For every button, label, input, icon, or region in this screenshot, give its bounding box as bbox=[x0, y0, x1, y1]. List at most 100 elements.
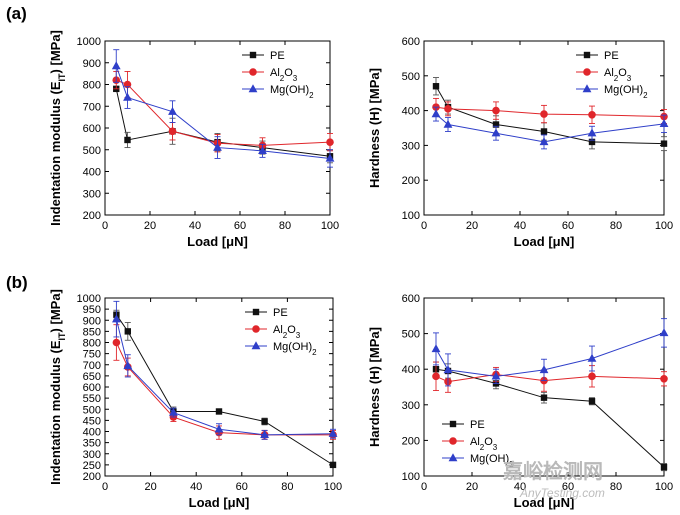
x-tick-label: 20 bbox=[144, 481, 156, 493]
legend-label: Mg(OH)2 bbox=[270, 84, 314, 100]
data-point bbox=[660, 375, 668, 383]
y-tick-label: 250 bbox=[83, 460, 101, 472]
y-tick-label: 700 bbox=[83, 360, 101, 372]
legend-item: Al2O3 bbox=[442, 436, 498, 452]
legend-marker bbox=[583, 51, 591, 59]
legend-marker bbox=[252, 308, 260, 316]
data-point bbox=[431, 344, 441, 353]
x-tick-label: 20 bbox=[466, 481, 478, 493]
chart-a-modulus: 0 20 40 60 80 100 200 300 400 500 600 700 800 900 1000… bbox=[48, 30, 339, 249]
y-tick-label: 500 bbox=[402, 71, 420, 83]
x-tick-label: 80 bbox=[279, 220, 291, 232]
y-tick-label: 400 bbox=[83, 167, 101, 179]
legend-label: PE bbox=[470, 419, 485, 431]
data-point bbox=[492, 106, 500, 115]
series-line bbox=[115, 342, 333, 436]
y-tick-label: 800 bbox=[83, 80, 101, 92]
series-MgOH2 bbox=[431, 318, 669, 387]
legend-label: Al2O3 bbox=[470, 436, 498, 452]
data-point bbox=[659, 328, 669, 337]
data-point bbox=[491, 128, 501, 137]
series-line bbox=[115, 88, 331, 157]
x-axis-label: Load [μN] bbox=[514, 495, 575, 510]
legend-item: PE bbox=[442, 419, 485, 431]
data-point bbox=[588, 398, 596, 405]
legend-marker bbox=[449, 437, 457, 445]
legend-label: PE bbox=[604, 50, 619, 62]
x-axis-label: Load [μN] bbox=[514, 234, 575, 249]
y-tick-label: 200 bbox=[402, 175, 420, 187]
y-tick-label: 100 bbox=[402, 471, 420, 483]
x-tick-label: 100 bbox=[321, 220, 339, 232]
y-tick-label: 400 bbox=[402, 106, 420, 118]
x-tick-label: 80 bbox=[610, 481, 622, 493]
y-tick-label: 900 bbox=[83, 58, 101, 70]
data-point bbox=[540, 128, 548, 135]
y-tick-label: 300 bbox=[83, 449, 101, 461]
legend-marker bbox=[249, 68, 257, 76]
y-axis-label: Hardness (H) [MPa] bbox=[367, 68, 382, 188]
data-point bbox=[444, 105, 452, 113]
data-point bbox=[443, 365, 453, 374]
legend-item: PE bbox=[245, 307, 288, 319]
y-tick-label: 500 bbox=[402, 329, 420, 341]
data-point bbox=[540, 110, 548, 118]
data-point bbox=[443, 119, 453, 128]
x-tick-label: 60 bbox=[236, 481, 248, 493]
data-point bbox=[124, 328, 131, 335]
legend-item: PE bbox=[242, 50, 285, 62]
y-tick-label: 600 bbox=[83, 123, 101, 135]
x-tick-label: 0 bbox=[421, 481, 427, 493]
legend-item: Al2O3 bbox=[576, 67, 632, 83]
data-point bbox=[123, 92, 132, 101]
x-tick-label: 100 bbox=[324, 481, 342, 493]
x-tick-label: 60 bbox=[234, 220, 246, 232]
legend-marker bbox=[248, 84, 258, 93]
x-tick-label: 20 bbox=[466, 220, 478, 232]
legend-marker bbox=[448, 453, 458, 462]
series-line bbox=[115, 319, 334, 436]
data-point bbox=[539, 137, 549, 146]
y-tick-label: 700 bbox=[83, 101, 101, 113]
y-tick-label: 350 bbox=[83, 438, 101, 450]
x-tick-label: 40 bbox=[190, 481, 202, 493]
x-tick-label: 100 bbox=[655, 481, 673, 493]
x-tick-label: 0 bbox=[421, 220, 427, 232]
legend-label: Mg(OH)2 bbox=[273, 341, 317, 357]
y-tick-label: 400 bbox=[83, 427, 101, 439]
series-MgOH2 bbox=[431, 106, 669, 150]
series-line bbox=[435, 374, 665, 383]
data-point bbox=[588, 138, 596, 146]
data-point bbox=[326, 138, 334, 146]
x-tick-label: 40 bbox=[514, 481, 526, 493]
legend-item: PE bbox=[576, 50, 619, 62]
y-axis-label: Hardness (H) [MPa] bbox=[367, 327, 382, 447]
data-point bbox=[111, 61, 121, 70]
legend-item: Al2O3 bbox=[242, 67, 298, 83]
data-point bbox=[169, 407, 178, 416]
legend-marker bbox=[251, 341, 261, 350]
data-point bbox=[112, 338, 121, 347]
x-tick-label: 0 bbox=[102, 220, 108, 232]
y-tick-label: 400 bbox=[402, 364, 420, 376]
data-point bbox=[261, 418, 268, 425]
legend-marker bbox=[449, 420, 457, 428]
x-tick-label: 0 bbox=[102, 481, 108, 493]
y-axis-label: Indentation modulus (EIT) [MPa] bbox=[48, 30, 67, 226]
data-point bbox=[539, 365, 549, 374]
data-point bbox=[260, 430, 269, 439]
y-tick-label: 800 bbox=[83, 338, 101, 350]
panel-label-b: (b) bbox=[6, 273, 28, 292]
data-point bbox=[659, 119, 669, 128]
y-tick-label: 650 bbox=[83, 371, 101, 383]
data-point bbox=[588, 372, 596, 381]
legend-label: PE bbox=[273, 307, 288, 319]
series-MgOH2 bbox=[111, 49, 335, 168]
data-point bbox=[540, 394, 548, 401]
panel-label-a: (a) bbox=[6, 4, 27, 23]
series-PE bbox=[113, 85, 334, 164]
y-tick-label: 950 bbox=[83, 304, 101, 316]
legend-marker bbox=[249, 51, 257, 59]
